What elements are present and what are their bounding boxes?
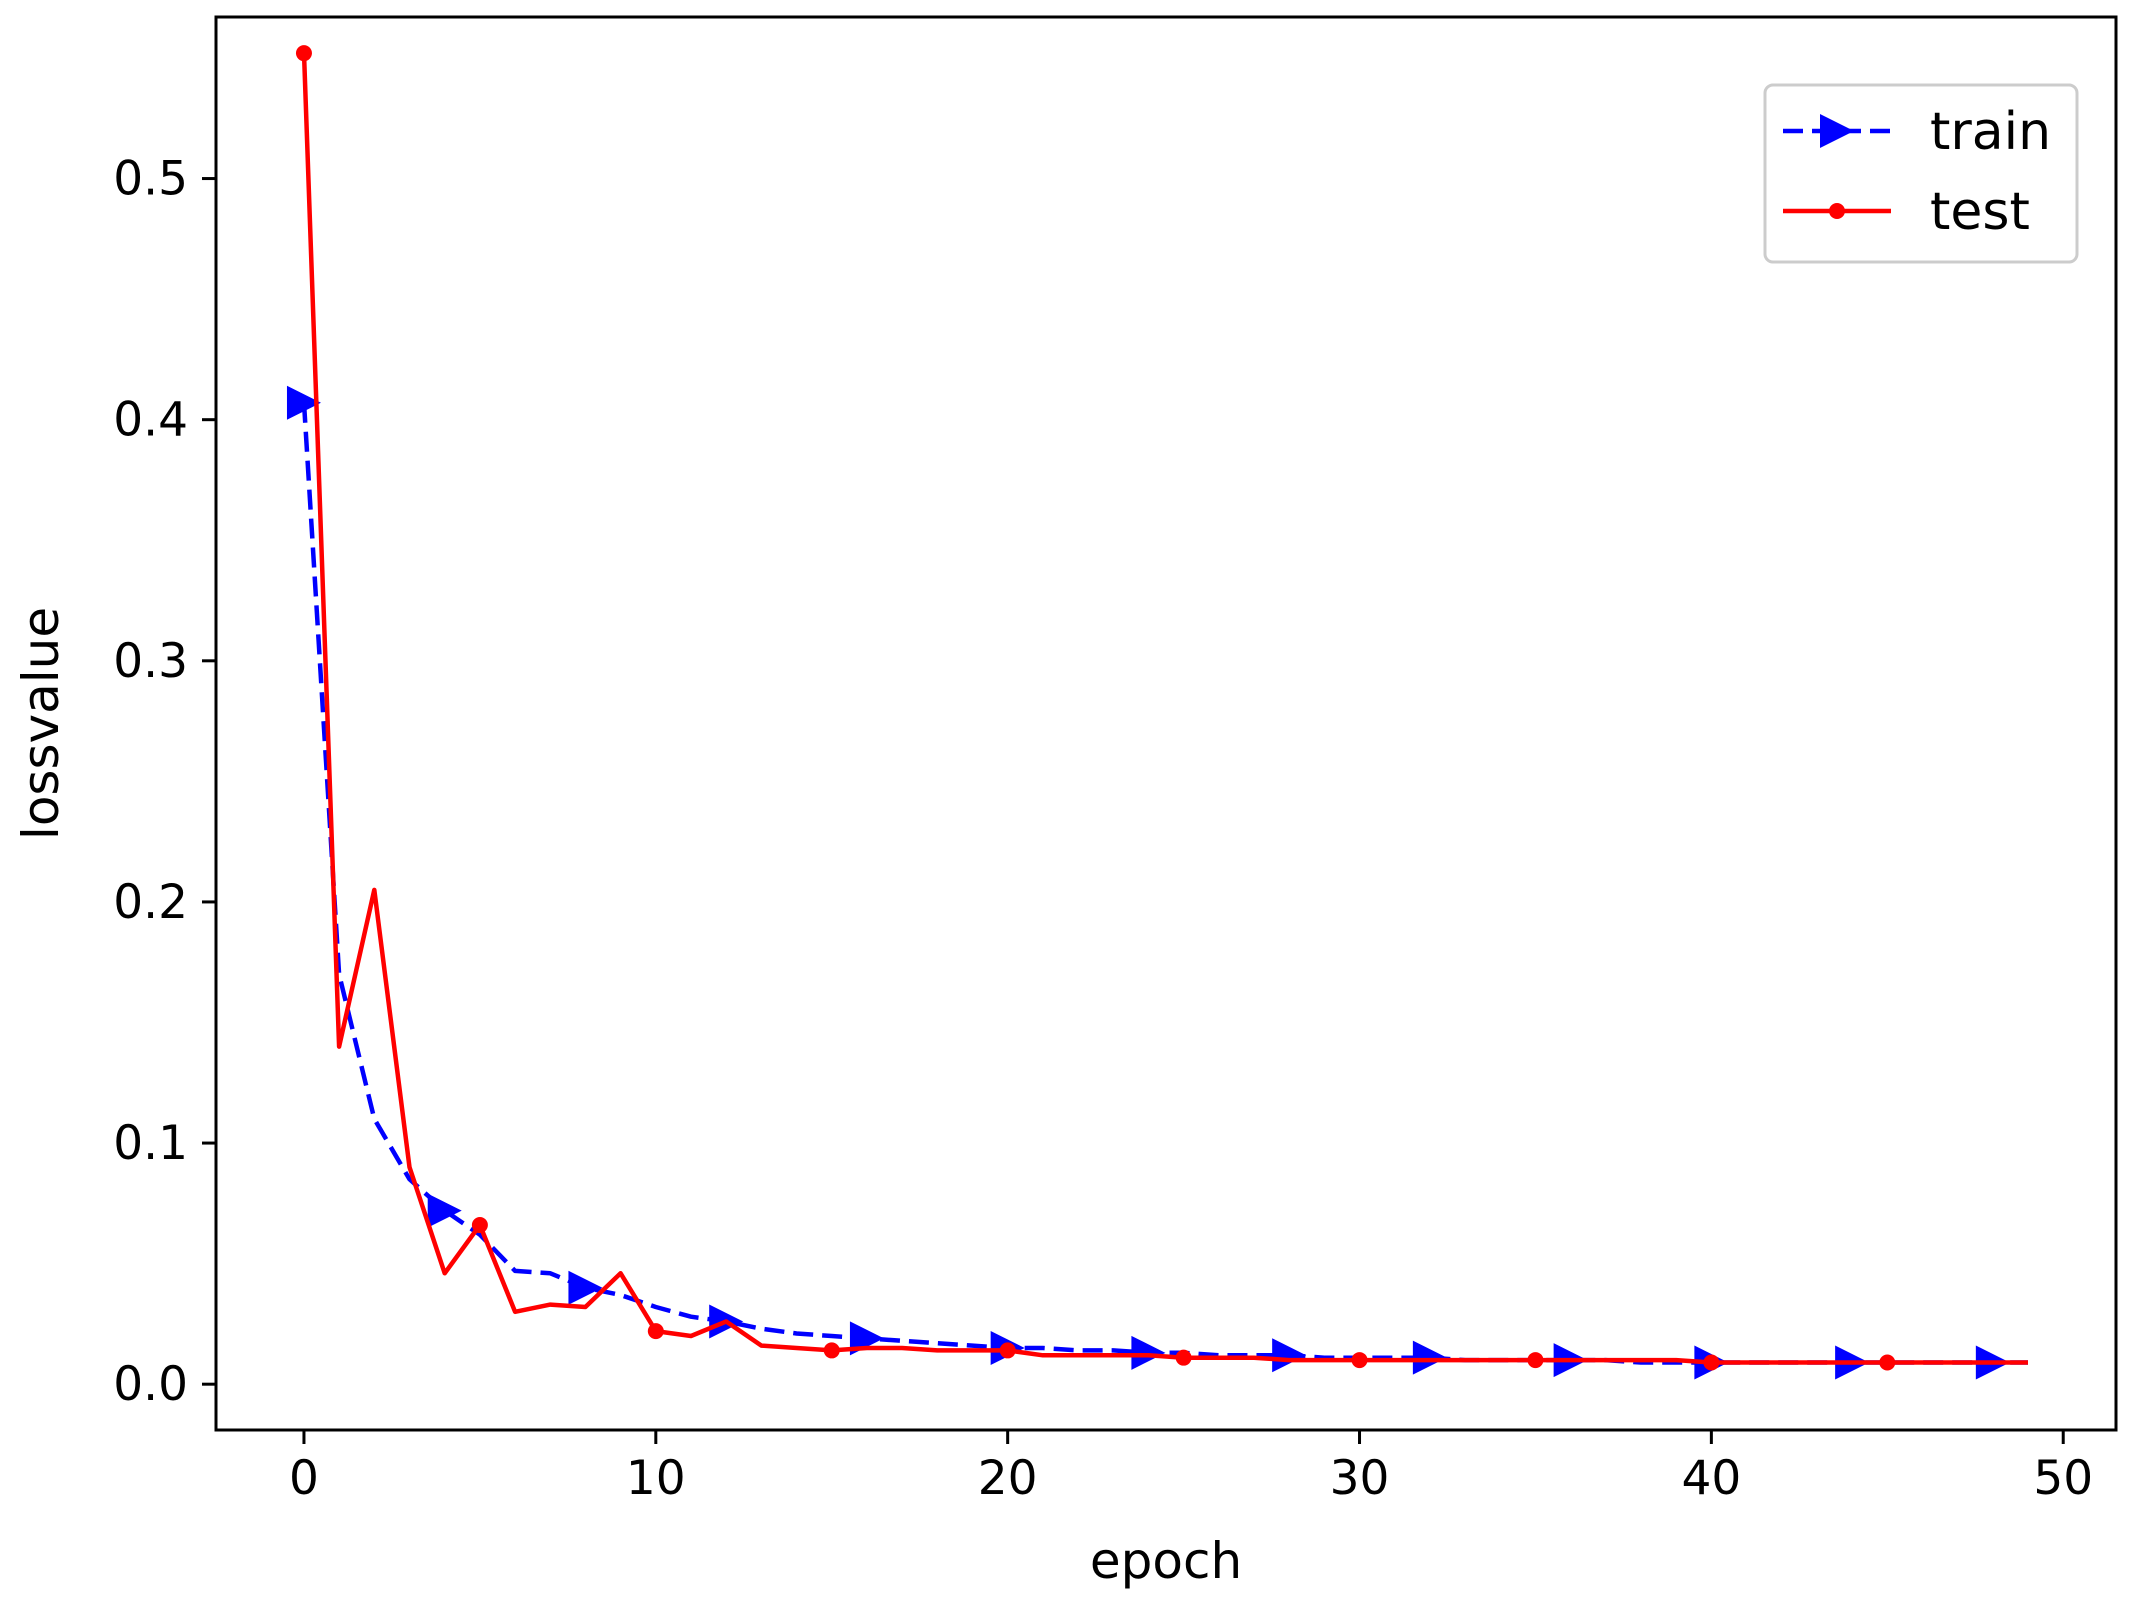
plot-area <box>286 45 2028 1380</box>
y-tick-label: 0.1 <box>113 1116 188 1171</box>
x-tick-label: 50 <box>2033 1451 2093 1506</box>
data-point-train <box>427 1193 462 1228</box>
y-axis-label: lossvalue <box>12 607 70 840</box>
data-point-test <box>471 1217 488 1234</box>
x-tick-label: 40 <box>1681 1451 1741 1506</box>
data-point-train <box>1412 1340 1447 1375</box>
legend-label-test: test <box>1930 182 2030 242</box>
x-axis-label: epoch <box>1090 1532 1242 1590</box>
axes-frame <box>214 15 2118 1432</box>
data-point-train <box>1131 1335 1166 1370</box>
data-point-train <box>1272 1338 1307 1373</box>
x-tick-label: 10 <box>626 1451 686 1506</box>
legend-marker-test <box>1829 203 1845 219</box>
legend-label-train: train <box>1930 102 2051 162</box>
data-point-test <box>1703 1354 1720 1371</box>
data-point-test <box>1351 1352 1368 1369</box>
legend-item-train: train <box>1783 102 2051 162</box>
data-point-test <box>999 1342 1016 1359</box>
legend-item-test: test <box>1783 182 2030 242</box>
legend: train test <box>1763 83 2079 264</box>
data-point-test <box>1527 1352 1544 1369</box>
data-point-train <box>568 1270 603 1305</box>
y-tick-label: 0.0 <box>113 1357 188 1412</box>
series-line-test <box>301 53 2028 1365</box>
data-point-test <box>1879 1354 1896 1371</box>
y-tick-label: 0.2 <box>113 875 188 930</box>
data-point-test <box>823 1342 840 1359</box>
data-point-test <box>295 45 312 62</box>
axes: 0 10 20 30 40 50 0.0 0.1 0.2 0.3 0.4 0.5 <box>113 15 2118 1506</box>
x-tick-label: 30 <box>1330 1451 1390 1506</box>
x-tick-label: 20 <box>978 1451 1038 1506</box>
legend-marker-train <box>1820 114 1854 148</box>
x-tick-label: 0 <box>289 1451 319 1506</box>
data-point-test <box>647 1323 664 1340</box>
data-point-train <box>286 385 321 420</box>
y-tick-label: 0.3 <box>113 634 188 689</box>
y-tick-label: 0.5 <box>113 152 188 207</box>
y-tick-label: 0.4 <box>113 393 188 448</box>
data-point-test <box>1175 1349 1192 1366</box>
